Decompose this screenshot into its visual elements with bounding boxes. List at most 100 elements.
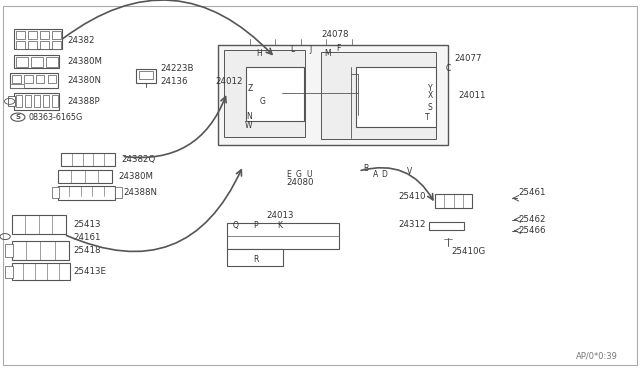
Bar	[12, 75, 20, 83]
Bar	[24, 75, 33, 83]
Text: W: W	[245, 121, 253, 130]
Text: 24388N: 24388N	[124, 188, 157, 197]
Text: N: N	[246, 112, 252, 121]
Text: 24382Q: 24382Q	[122, 155, 156, 164]
Text: F: F	[337, 44, 341, 53]
Bar	[10, 84, 24, 88]
Text: 24011: 24011	[458, 92, 486, 100]
Text: 24080: 24080	[287, 178, 314, 187]
Text: M: M	[324, 49, 330, 58]
Text: Y: Y	[428, 84, 432, 93]
Bar	[12, 263, 70, 280]
Text: G: G	[296, 170, 301, 179]
Text: A: A	[372, 170, 378, 179]
Bar	[321, 52, 436, 139]
Text: G: G	[260, 97, 266, 106]
Text: 24012: 24012	[215, 77, 243, 86]
Text: AP/0*0:39: AP/0*0:39	[576, 351, 618, 360]
Text: 25462: 25462	[518, 215, 546, 224]
Bar	[16, 31, 26, 39]
Text: 25466: 25466	[518, 226, 546, 235]
Bar	[43, 95, 49, 107]
Bar	[16, 57, 28, 67]
Bar	[40, 41, 49, 49]
Bar	[139, 71, 153, 79]
Text: V: V	[407, 167, 412, 176]
Bar	[61, 153, 115, 166]
Text: 24382: 24382	[67, 36, 95, 45]
Bar	[34, 95, 40, 107]
Text: K: K	[277, 221, 282, 230]
Bar	[52, 187, 59, 198]
Text: C: C	[445, 64, 451, 73]
Text: T: T	[425, 113, 429, 122]
Text: B: B	[364, 164, 369, 173]
Bar	[227, 223, 339, 249]
Bar	[36, 75, 45, 83]
Bar	[58, 170, 112, 183]
Bar	[46, 57, 58, 67]
Text: E: E	[287, 170, 291, 179]
Text: Z: Z	[248, 84, 253, 93]
Text: J: J	[310, 45, 312, 54]
Bar	[136, 69, 156, 83]
Text: Q: Q	[232, 221, 238, 230]
Text: R: R	[253, 255, 258, 264]
Text: 25413: 25413	[74, 220, 101, 229]
Text: P: P	[253, 221, 257, 230]
Text: 24136: 24136	[160, 77, 188, 86]
Bar	[40, 31, 49, 39]
Text: 24388P: 24388P	[67, 97, 100, 106]
Bar	[227, 249, 283, 266]
Bar	[429, 222, 464, 230]
Text: S: S	[428, 103, 432, 112]
Bar	[14, 93, 59, 110]
Text: 24312: 24312	[398, 220, 426, 229]
Text: 25413E: 25413E	[74, 267, 107, 276]
Bar	[8, 96, 15, 106]
Bar	[28, 31, 37, 39]
Text: 24013: 24013	[266, 211, 294, 219]
Text: 25461: 25461	[518, 188, 546, 197]
Text: 24380M: 24380M	[67, 57, 102, 66]
Text: L: L	[290, 45, 294, 54]
Bar	[5, 266, 13, 278]
Text: 24380N: 24380N	[67, 76, 101, 85]
Text: 25410: 25410	[398, 192, 426, 201]
Text: 24380M: 24380M	[118, 172, 154, 181]
Bar	[435, 194, 472, 208]
Bar	[218, 45, 448, 145]
Text: 24223B: 24223B	[160, 64, 193, 73]
Bar	[58, 186, 115, 200]
Text: 25410G: 25410G	[451, 247, 486, 256]
Bar	[16, 41, 26, 49]
Bar	[28, 41, 37, 49]
Bar	[16, 95, 22, 107]
Text: 24161: 24161	[74, 233, 101, 242]
Text: X: X	[428, 91, 433, 100]
Text: S: S	[15, 114, 20, 120]
Text: D: D	[381, 170, 387, 179]
Bar	[356, 67, 436, 127]
Bar	[14, 29, 62, 49]
Bar	[25, 95, 31, 107]
Text: U: U	[306, 170, 312, 179]
Bar	[12, 241, 69, 260]
Bar	[31, 57, 43, 67]
Text: H: H	[256, 49, 262, 58]
Bar	[115, 187, 122, 198]
Bar	[5, 244, 13, 257]
Bar	[10, 73, 58, 88]
Bar	[12, 215, 66, 234]
Bar	[52, 95, 58, 107]
Bar	[246, 67, 304, 121]
Bar	[52, 31, 61, 39]
Bar	[14, 55, 59, 68]
Text: 08363-6165G: 08363-6165G	[28, 113, 83, 122]
Bar	[224, 50, 305, 137]
Text: 24077: 24077	[454, 54, 482, 63]
Bar	[52, 41, 61, 49]
Text: 25418: 25418	[74, 246, 101, 255]
Bar	[47, 75, 56, 83]
Text: 24078: 24078	[321, 30, 349, 39]
